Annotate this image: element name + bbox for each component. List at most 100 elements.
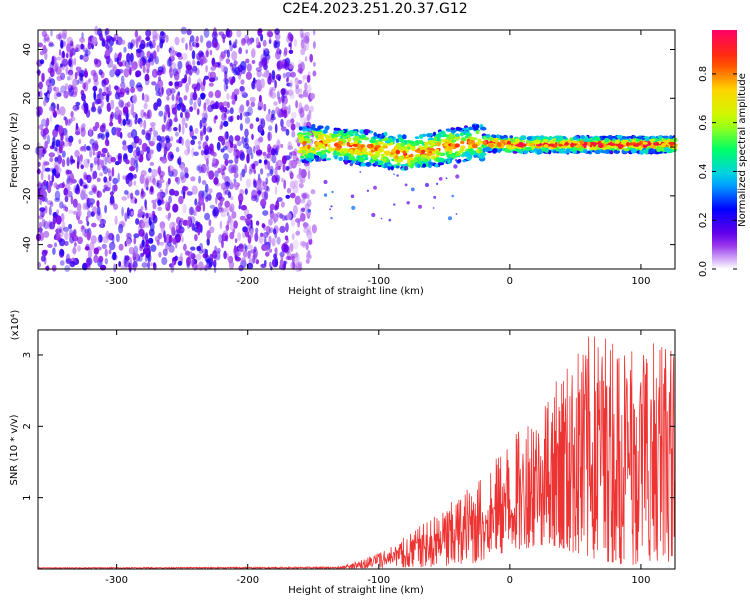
spectrogram-cell bbox=[343, 155, 349, 161]
spectrogram-cell bbox=[106, 93, 110, 103]
spectrogram-cell bbox=[91, 101, 95, 111]
spectrogram-cell bbox=[168, 195, 173, 204]
spectrogram-cell bbox=[71, 231, 76, 236]
spectrogram-cell bbox=[72, 198, 78, 208]
x-tick-label: 0 bbox=[507, 575, 513, 586]
spectrogram-cell bbox=[205, 65, 208, 73]
spectrogram-cell bbox=[162, 248, 168, 257]
spectrogram-cell bbox=[135, 70, 142, 77]
spectrogram-cell bbox=[289, 172, 294, 180]
spectrogram-cell bbox=[255, 179, 261, 190]
spectrogram-cell bbox=[180, 164, 186, 172]
spectrogram-cell bbox=[92, 185, 97, 195]
spectrogram-cell bbox=[72, 246, 77, 255]
spectrogram-cell bbox=[94, 121, 100, 129]
spectrogram-cell bbox=[212, 40, 219, 48]
spectrogram-cell bbox=[281, 93, 285, 104]
spectrogram-cell bbox=[51, 264, 57, 272]
spectrogram-frame bbox=[37, 29, 676, 270]
spectrogram-cell bbox=[97, 133, 101, 140]
spectrogram-cell bbox=[276, 212, 281, 218]
spectrogram-cell bbox=[269, 168, 274, 177]
spectrogram-cell bbox=[74, 72, 78, 80]
spectrogram-cell bbox=[167, 125, 172, 132]
spectrogram-cell bbox=[239, 123, 243, 131]
spectrogram-cell bbox=[185, 69, 189, 75]
spectrogram-cell bbox=[285, 222, 289, 233]
spectrogram-cell bbox=[295, 86, 300, 95]
spectrogram-cell bbox=[294, 218, 302, 223]
spectrogram-cell bbox=[106, 151, 110, 158]
spectrogram-cell bbox=[326, 138, 332, 143]
spectrogram-cell bbox=[662, 135, 668, 139]
spectrogram-cell bbox=[166, 142, 172, 148]
spectrogram-cell bbox=[171, 226, 176, 237]
spectrogram-cell bbox=[191, 222, 196, 231]
spectrogram-cell bbox=[257, 106, 262, 111]
spectrogram-cell bbox=[59, 260, 65, 266]
spectrogram-cell bbox=[120, 220, 125, 226]
spectrogram-cell bbox=[268, 108, 271, 115]
spectrogram-cell bbox=[356, 145, 362, 151]
spectrogram-cell bbox=[166, 118, 173, 127]
spectrogram-cell bbox=[118, 69, 124, 74]
spectrogram-cell bbox=[43, 34, 50, 42]
spectrogram-cell bbox=[113, 184, 118, 192]
spectrogram-cell bbox=[262, 232, 269, 238]
spectrogram-cell bbox=[206, 41, 212, 49]
spectrogram-cell bbox=[588, 139, 593, 143]
spectrogram-cell bbox=[246, 262, 254, 270]
spectrogram-cell bbox=[77, 219, 83, 225]
spectrogram-cell bbox=[192, 92, 198, 101]
spectrogram-cell bbox=[267, 131, 271, 142]
spectrogram-cell bbox=[92, 85, 98, 92]
spectrogram-cell bbox=[204, 212, 211, 221]
spectrogram-cell bbox=[157, 66, 164, 73]
spectrogram-cell bbox=[56, 103, 60, 111]
spectrogram-cell bbox=[83, 184, 88, 189]
spectrogram-cell bbox=[249, 123, 254, 130]
spectrogram-cell bbox=[200, 122, 207, 128]
spectrogram-cell bbox=[103, 156, 107, 162]
spectrogram-cell bbox=[516, 148, 520, 152]
x-tick-label: -300 bbox=[105, 276, 128, 287]
spectrogram-cell bbox=[109, 69, 115, 78]
spectrogram-cell bbox=[190, 246, 196, 251]
spectrogram-cell bbox=[312, 41, 316, 49]
spectrogram-cell bbox=[135, 162, 139, 173]
spectrogram-cell bbox=[321, 144, 326, 148]
spectrogram-cell bbox=[220, 120, 224, 129]
spectrogram-cell bbox=[93, 90, 96, 101]
spectrogram-cell bbox=[428, 161, 434, 166]
spectrogram-cell bbox=[239, 215, 246, 221]
spectrogram-cell bbox=[246, 213, 253, 219]
spectrogram-cell bbox=[482, 140, 487, 146]
spectrogram-cell bbox=[255, 67, 262, 72]
x-tick-label: 100 bbox=[631, 276, 650, 287]
spectrogram-cell bbox=[447, 159, 451, 164]
spectrogram-cell bbox=[264, 182, 267, 191]
spectrogram-cell bbox=[36, 70, 41, 75]
spectrogram-cell bbox=[209, 71, 216, 79]
spectrogram-cell bbox=[57, 229, 64, 238]
spectrogram-cell bbox=[251, 48, 256, 58]
spectrogram-cell bbox=[214, 89, 222, 99]
spectrogram-cell bbox=[109, 195, 115, 205]
spectrogram-cell bbox=[240, 65, 246, 75]
spectrogram-cell bbox=[167, 165, 174, 172]
spectrogram-cell bbox=[228, 255, 234, 264]
spectrogram-cell bbox=[374, 151, 381, 156]
spectrogram-cell bbox=[436, 151, 441, 155]
spectrogram-cell bbox=[39, 89, 43, 99]
spectrogram-cell bbox=[57, 125, 64, 134]
spectrogram-cell bbox=[642, 143, 648, 149]
spectrogram-cell bbox=[98, 255, 104, 263]
spectrogram-cell bbox=[594, 136, 601, 141]
spectrogram-cell bbox=[632, 135, 637, 139]
spectrogram-cell bbox=[267, 131, 273, 141]
spectrogram-cell bbox=[220, 182, 227, 191]
spectrogram-cell bbox=[245, 217, 252, 226]
spectrogram-cell bbox=[288, 49, 294, 54]
spectrogram-cell bbox=[448, 216, 452, 221]
spectrogram-cell bbox=[149, 161, 155, 166]
